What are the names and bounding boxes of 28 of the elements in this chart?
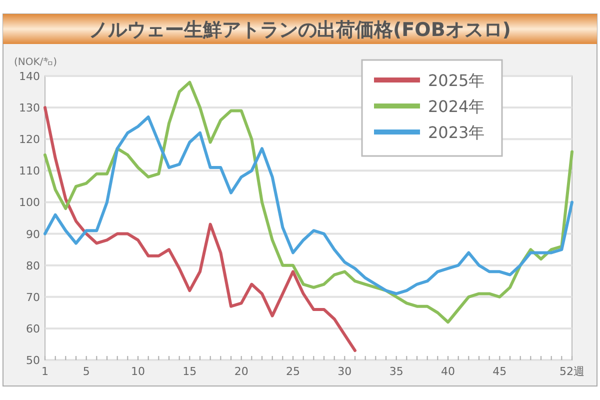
y-tick-label: 70 xyxy=(26,290,40,304)
x-tick-label: 30 xyxy=(338,365,352,378)
y-tick-label: 110 xyxy=(19,164,40,178)
y-tick-label: 120 xyxy=(19,133,40,146)
line-series xyxy=(44,116,574,296)
x-tick-label: 10 xyxy=(131,365,145,378)
y-tick-label: 130 xyxy=(19,102,40,115)
x-tick-label: 15 xyxy=(182,365,197,378)
chart-title: ノルウェー生鮮アトランの出荷価格(FOBオスロ) xyxy=(89,19,511,41)
x-tick-label: 5 xyxy=(82,365,90,378)
legend-label: 2023年 xyxy=(428,123,485,142)
x-tick-label: 25 xyxy=(286,365,300,378)
x-tick-label: 20 xyxy=(234,365,248,378)
x-tick-label: 45 xyxy=(492,365,507,378)
y-axis-title: (NOK/㌔) xyxy=(14,56,58,68)
x-tick-label: 1 xyxy=(42,365,48,378)
y-tick-label: 80 xyxy=(26,259,40,272)
x-tick-label: 35 xyxy=(389,365,404,378)
y-tick-label: 140 xyxy=(19,70,40,83)
y-tick-label: 90 xyxy=(26,228,40,241)
y-tick-label: 60 xyxy=(26,322,40,336)
legend-label: 2025年 xyxy=(428,71,485,90)
legend-label: 2024年 xyxy=(428,97,485,116)
y-tick-label: 50 xyxy=(26,354,40,367)
y-tick-label: 100 xyxy=(19,196,40,210)
line-series xyxy=(44,106,356,352)
x-tick-label: 52週 xyxy=(560,365,584,378)
x-tick-label: 40 xyxy=(441,365,455,378)
